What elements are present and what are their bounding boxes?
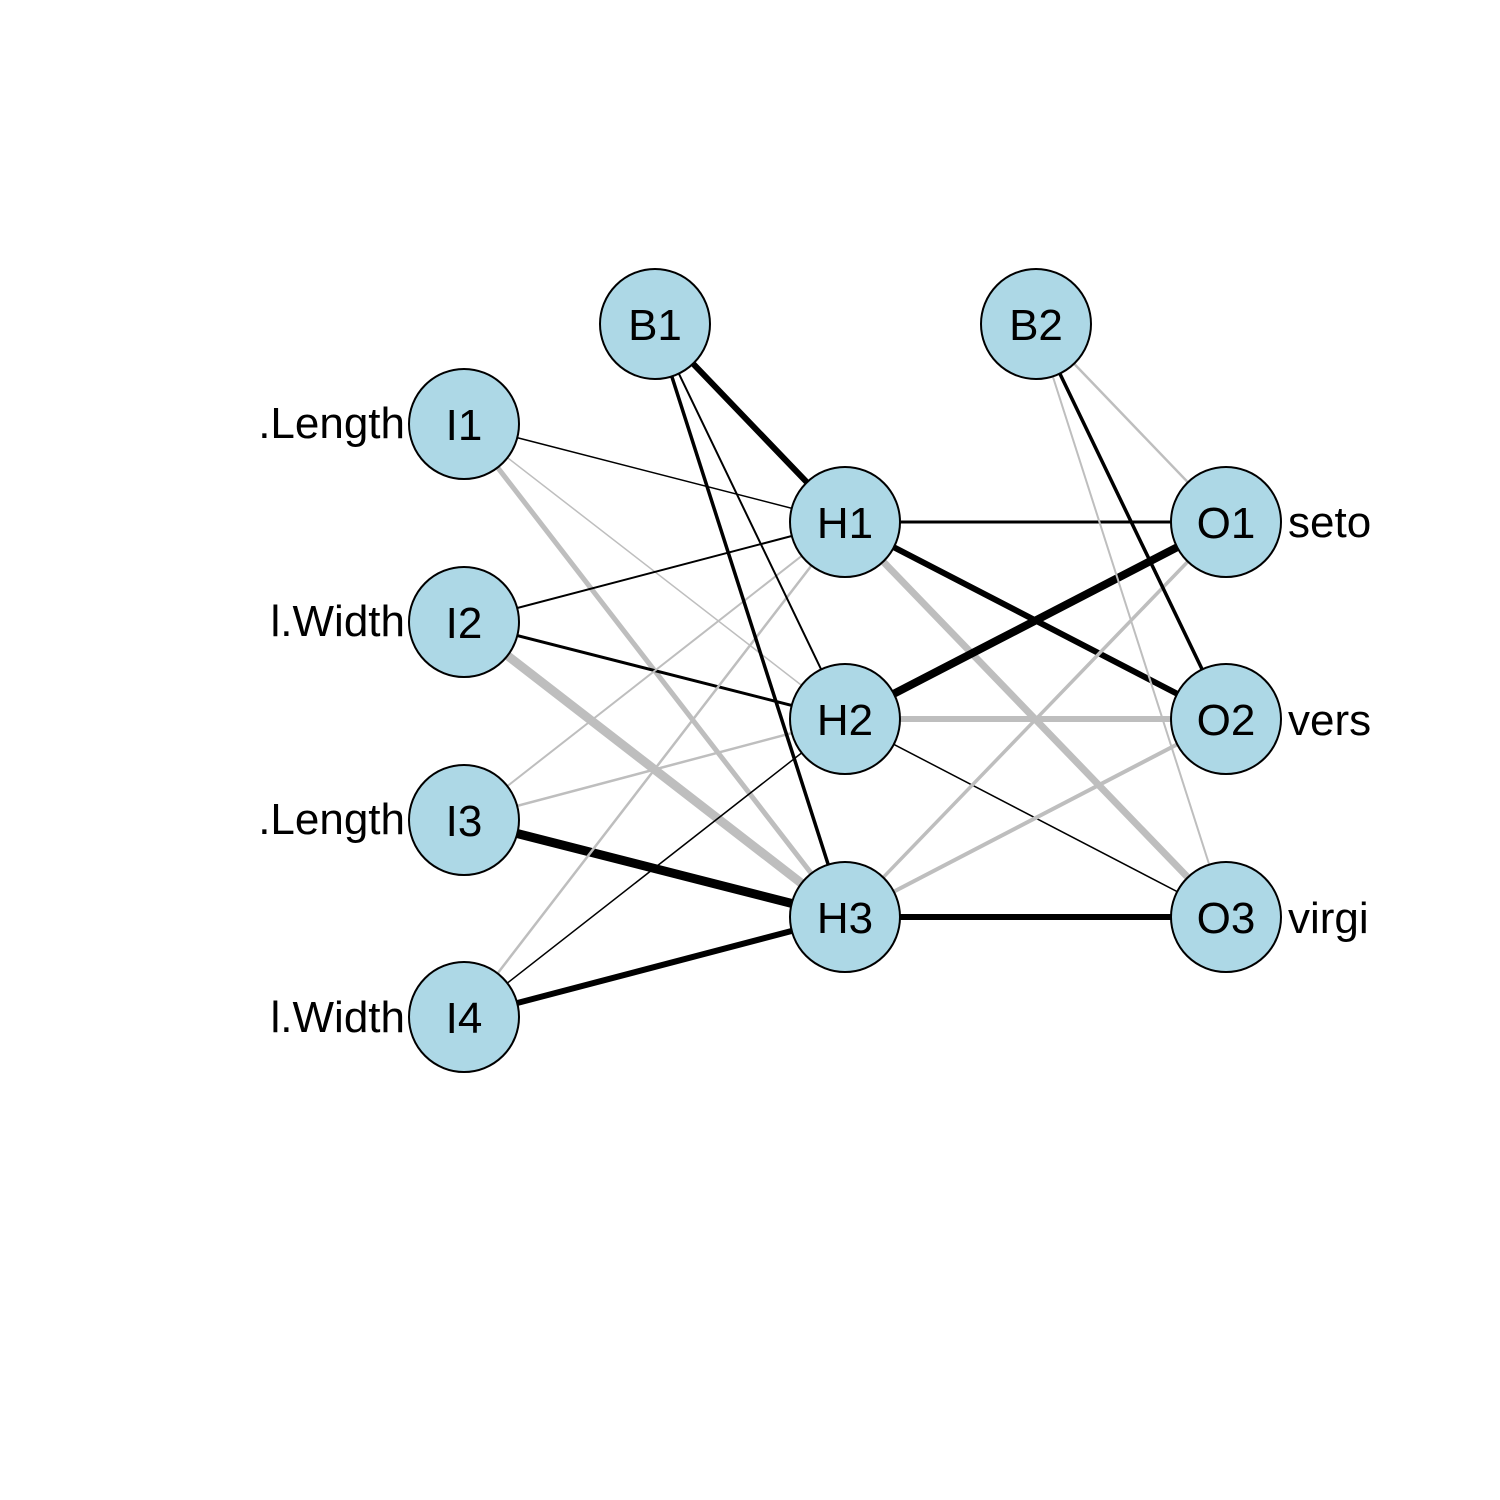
- node-circle: [408, 368, 520, 480]
- node-label: B2: [1009, 301, 1063, 350]
- output-variable-labels: seto vers virgi: [1288, 498, 1371, 943]
- node-circle: [789, 663, 901, 775]
- edge-h3-o2: [844, 717, 1227, 919]
- node-label: I3: [446, 797, 483, 846]
- input-label-2: l.Width: [271, 597, 405, 646]
- node-circle: [408, 566, 520, 678]
- node-circle: [1170, 466, 1282, 578]
- edge-i4-h2: [463, 718, 846, 1018]
- edge-i3-h1: [463, 521, 846, 821]
- node-circle: [789, 466, 901, 578]
- node-label: H2: [817, 696, 873, 745]
- node-label: H3: [817, 894, 873, 943]
- output-label-1: seto: [1288, 498, 1371, 547]
- node-o3: O3: [1170, 861, 1282, 973]
- input-label-3: .Length: [258, 795, 405, 844]
- node-circle: [1170, 861, 1282, 973]
- node-h1: H1: [789, 466, 901, 578]
- node-label: I4: [446, 994, 483, 1043]
- node-circle: [789, 861, 901, 973]
- node-label: O2: [1197, 696, 1256, 745]
- node-label: O3: [1197, 894, 1256, 943]
- output-label-3: virgi: [1288, 894, 1369, 943]
- node-label: B1: [628, 301, 682, 350]
- input-variable-labels: .Length l.Width .Length l.Width: [258, 399, 405, 1042]
- edge-b2-o2: [1034, 323, 1228, 720]
- node-i2: I2: [408, 566, 520, 678]
- node-i1: I1: [408, 368, 520, 480]
- node-h3: H3: [789, 861, 901, 973]
- edge-i4-h3: [463, 914, 846, 1020]
- node-circle: [408, 764, 520, 876]
- node-label: I1: [446, 401, 483, 450]
- connections: [461, 321, 1229, 1020]
- node-b2: B2: [980, 268, 1092, 380]
- edge-i4-h1: [463, 521, 846, 1018]
- node-label: H1: [817, 499, 873, 548]
- node-b1: B1: [599, 268, 711, 380]
- node-o2: O2: [1170, 663, 1282, 775]
- edge-b1-h3: [653, 323, 847, 918]
- node-h2: H2: [789, 663, 901, 775]
- edge-b2-o3: [1035, 323, 1227, 918]
- node-label: O1: [1197, 499, 1256, 548]
- node-i3: I3: [408, 764, 520, 876]
- edge-h2-o1: [843, 518, 1228, 723]
- edge-i2-h1: [463, 521, 846, 623]
- edge-b1-h2: [654, 323, 846, 720]
- node-i4: I4: [408, 961, 520, 1073]
- output-label-2: vers: [1288, 696, 1371, 745]
- nodes: I1 I2 I3 I4 B1 H1 H2 H3 B2 O1 O2 O3: [408, 268, 1282, 1073]
- input-label-1: .Length: [258, 399, 405, 448]
- node-circle: [408, 961, 520, 1073]
- node-circle: [599, 268, 711, 380]
- node-circle: [980, 268, 1092, 380]
- node-o1: O1: [1170, 466, 1282, 578]
- edge-i1-h1: [463, 423, 846, 523]
- input-label-4: l.Width: [271, 993, 405, 1042]
- node-label: I2: [446, 599, 483, 648]
- node-circle: [1170, 663, 1282, 775]
